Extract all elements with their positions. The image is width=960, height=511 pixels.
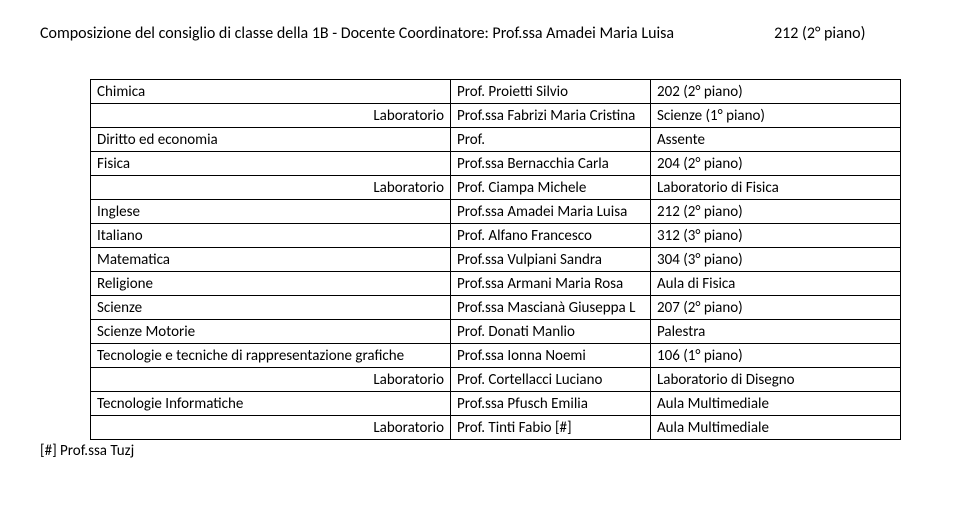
table-row: LaboratorioProf. Ciampa MicheleLaborator… bbox=[91, 176, 901, 200]
subject-cell: Scienze bbox=[91, 296, 451, 320]
teacher-cell: Prof.ssa Bernacchia Carla bbox=[451, 152, 651, 176]
table-row: ItalianoProf. Alfano Francesco312 (3° pi… bbox=[91, 224, 901, 248]
subject-cell: Laboratorio bbox=[91, 368, 451, 392]
room-cell: 106 (1° piano) bbox=[651, 344, 901, 368]
subject-cell: Scienze Motorie bbox=[91, 320, 451, 344]
table-row: LaboratorioProf. Tinti Fabio [#]Aula Mul… bbox=[91, 416, 901, 440]
subject-cell: Religione bbox=[91, 272, 451, 296]
table-row: ReligioneProf.ssa Armani Maria RosaAula … bbox=[91, 272, 901, 296]
teacher-cell: Prof.ssa Amadei Maria Luisa bbox=[451, 200, 651, 224]
room-cell: 207 (2° piano) bbox=[651, 296, 901, 320]
subject-cell: Diritto ed economia bbox=[91, 128, 451, 152]
teacher-cell: Prof. Proietti Silvio bbox=[451, 80, 651, 104]
table-row: FisicaProf.ssa Bernacchia Carla204 (2° p… bbox=[91, 152, 901, 176]
teacher-cell: Prof.ssa Fabrizi Maria Cristina bbox=[451, 104, 651, 128]
subject-cell: Tecnologie e tecniche di rappresentazion… bbox=[91, 344, 451, 368]
room-cell: Palestra bbox=[651, 320, 901, 344]
class-council-table: ChimicaProf. Proietti Silvio202 (2° pian… bbox=[90, 79, 901, 440]
teacher-cell: Prof.ssa Pfusch Emilia bbox=[451, 392, 651, 416]
teacher-cell: Prof. Donati Manlio bbox=[451, 320, 651, 344]
room-cell: 304 (3° piano) bbox=[651, 248, 901, 272]
room-cell: Scienze (1° piano) bbox=[651, 104, 901, 128]
table-row: Scienze MotorieProf. Donati ManlioPalest… bbox=[91, 320, 901, 344]
table-row: MatematicaProf.ssa Vulpiani Sandra304 (3… bbox=[91, 248, 901, 272]
table-row: Tecnologie InformaticheProf.ssa Pfusch E… bbox=[91, 392, 901, 416]
table-row: Tecnologie e tecniche di rappresentazion… bbox=[91, 344, 901, 368]
teacher-cell: Prof. bbox=[451, 128, 651, 152]
subject-cell: Inglese bbox=[91, 200, 451, 224]
room-cell: 212 (2° piano) bbox=[651, 200, 901, 224]
teacher-cell: Prof.ssa Armani Maria Rosa bbox=[451, 272, 651, 296]
header-room: 212 (2° piano) bbox=[774, 24, 865, 43]
room-cell: 312 (3° piano) bbox=[651, 224, 901, 248]
subject-cell: Fisica bbox=[91, 152, 451, 176]
subject-cell: Matematica bbox=[91, 248, 451, 272]
header-title: Composizione del consiglio di classe del… bbox=[40, 24, 674, 43]
room-cell: Laboratorio di Disegno bbox=[651, 368, 901, 392]
table-row: LaboratorioProf. Cortellacci LucianoLabo… bbox=[91, 368, 901, 392]
room-cell: 202 (2° piano) bbox=[651, 80, 901, 104]
table-row: ChimicaProf. Proietti Silvio202 (2° pian… bbox=[91, 80, 901, 104]
table-row: ScienzeProf.ssa Mascianà Giuseppa L207 (… bbox=[91, 296, 901, 320]
page-header: Composizione del consiglio di classe del… bbox=[40, 24, 920, 43]
table-row: LaboratorioProf.ssa Fabrizi Maria Cristi… bbox=[91, 104, 901, 128]
subject-cell: Laboratorio bbox=[91, 104, 451, 128]
teacher-cell: Prof.ssa Mascianà Giuseppa L bbox=[451, 296, 651, 320]
subject-cell: Laboratorio bbox=[91, 176, 451, 200]
teacher-cell: Prof.ssa Ionna Noemi bbox=[451, 344, 651, 368]
teacher-cell: Prof. Ciampa Michele bbox=[451, 176, 651, 200]
subject-cell: Chimica bbox=[91, 80, 451, 104]
table-row: Diritto ed economiaProf.Assente bbox=[91, 128, 901, 152]
table-row: IngleseProf.ssa Amadei Maria Luisa212 (2… bbox=[91, 200, 901, 224]
room-cell: Aula Multimediale bbox=[651, 392, 901, 416]
teacher-cell: Prof.ssa Vulpiani Sandra bbox=[451, 248, 651, 272]
subject-cell: Italiano bbox=[91, 224, 451, 248]
teacher-cell: Prof. Tinti Fabio [#] bbox=[451, 416, 651, 440]
room-cell: Aula Multimediale bbox=[651, 416, 901, 440]
footer-note: [#] Prof.ssa Tuzj bbox=[40, 442, 920, 460]
subject-cell: Tecnologie Informatiche bbox=[91, 392, 451, 416]
subject-cell: Laboratorio bbox=[91, 416, 451, 440]
teacher-cell: Prof. Alfano Francesco bbox=[451, 224, 651, 248]
room-cell: 204 (2° piano) bbox=[651, 152, 901, 176]
room-cell: Aula di Fisica bbox=[651, 272, 901, 296]
room-cell: Assente bbox=[651, 128, 901, 152]
room-cell: Laboratorio di Fisica bbox=[651, 176, 901, 200]
teacher-cell: Prof. Cortellacci Luciano bbox=[451, 368, 651, 392]
